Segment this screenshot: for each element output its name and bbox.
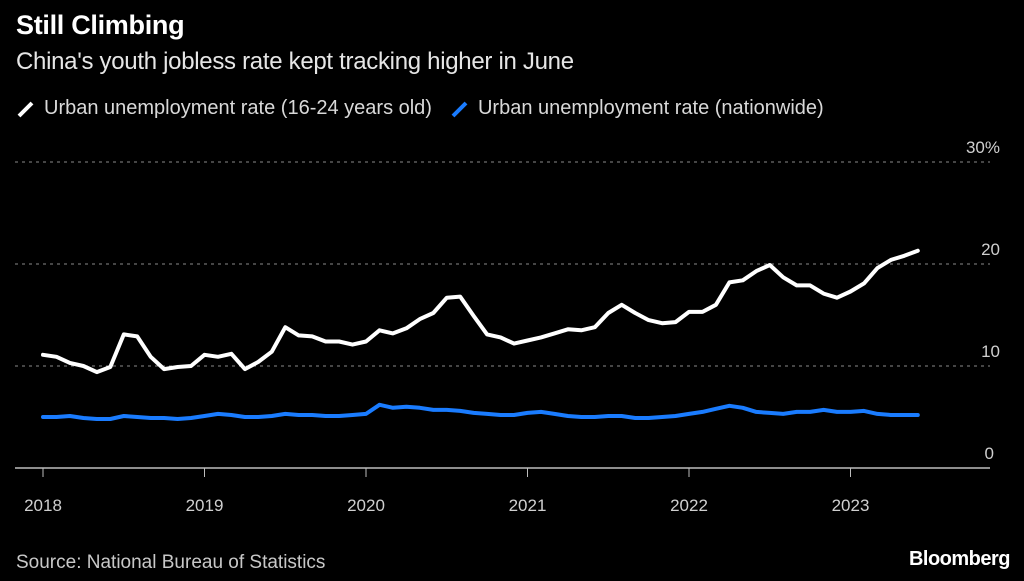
y-tick-label: 0 (985, 444, 994, 463)
x-tick-label: 2019 (186, 496, 224, 515)
y-tick-label: 20 (981, 240, 1000, 259)
y-tick-label: 30% (966, 138, 1000, 157)
x-axis: 2018 2019 2020 2021 2022 2023 (15, 467, 990, 515)
x-tick-label: 2023 (832, 496, 870, 515)
x-tick-label: 2018 (24, 496, 62, 515)
source-note: Source: National Bureau of Statistics (16, 552, 326, 573)
legend-label-nationwide: Urban unemployment rate (nationwide) (477, 97, 824, 119)
bloomberg-logo: Bloomberg (908, 548, 1011, 570)
series-lines (41, 248, 920, 421)
legend-item-youth: Urban unemployment rate (16-24 years old… (16, 97, 432, 120)
chart-subtitle: China's youth jobless rate kept tracking… (16, 48, 574, 75)
chart-legend: Urban unemployment rate (16-24 years old… (16, 97, 842, 120)
diagonal-line-icon (451, 101, 468, 117)
series-line-nationwide (41, 402, 920, 421)
y-tick-label: 10 (981, 342, 1000, 361)
y-axis-labels: 0 10 20 30% (966, 138, 1000, 463)
diagonal-line-icon (17, 101, 34, 117)
gridlines (15, 161, 990, 367)
legend-item-nationwide: Urban unemployment rate (nationwide) (450, 97, 824, 120)
chart-title: Still Climbing (16, 10, 185, 40)
x-tick-label: 2020 (347, 496, 385, 515)
legend-swatch-youth (17, 101, 34, 117)
x-tick-label: 2022 (670, 496, 708, 515)
x-tick-label: 2021 (509, 496, 547, 515)
series-line-youth (41, 248, 920, 375)
legend-label-youth: Urban unemployment rate (16-24 years old… (44, 97, 432, 119)
legend-swatch-nationwide (451, 101, 468, 117)
